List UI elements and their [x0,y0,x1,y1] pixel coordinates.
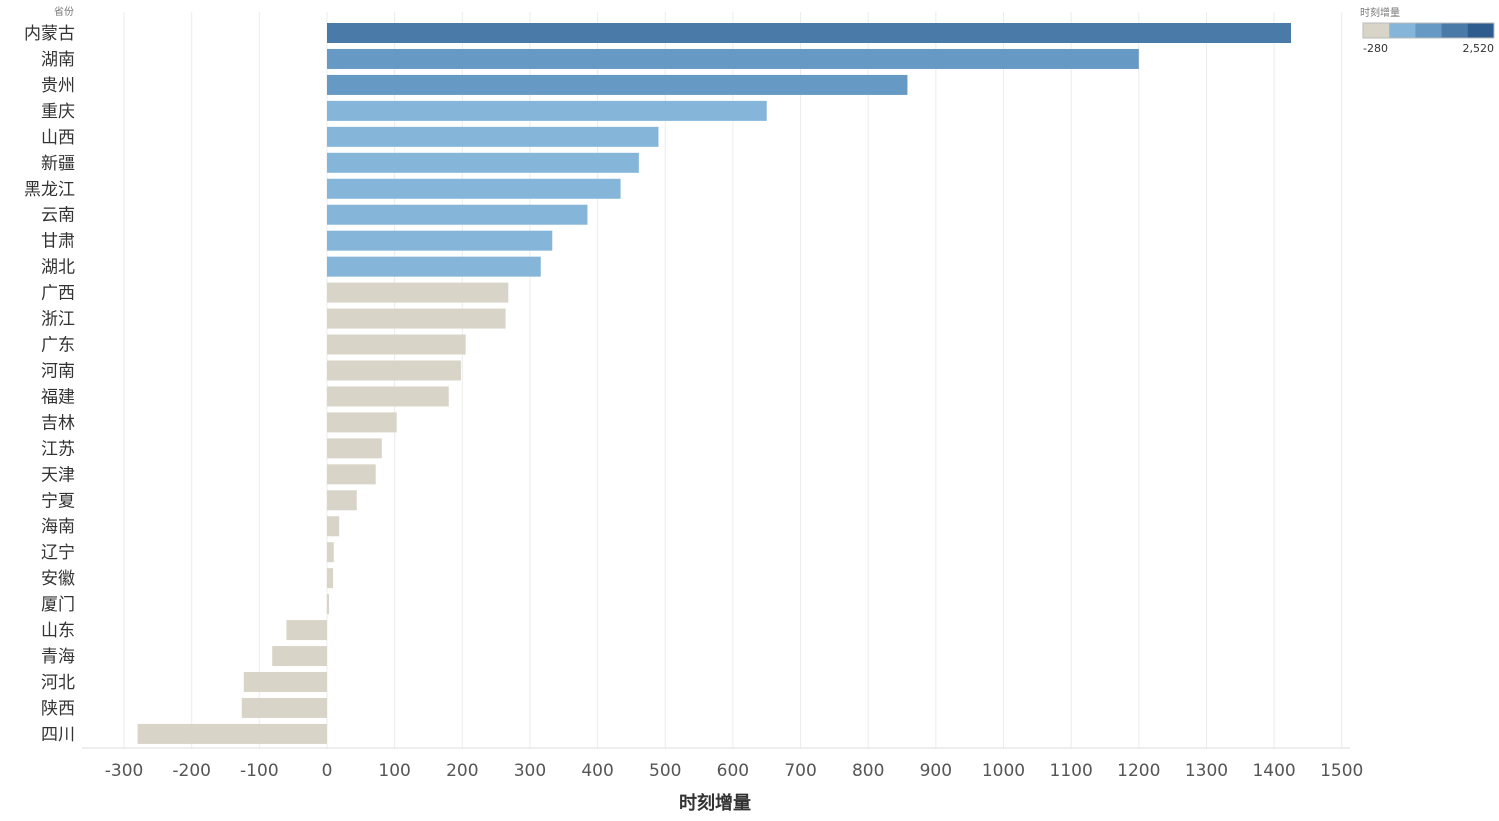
x-tick-label: 1000 [982,761,1025,781]
color-legend: 时刻增量 -280 2,520 [1360,6,1495,55]
legend-swatch [1467,23,1495,38]
bar [327,308,506,329]
category-label: 河南 [41,361,75,381]
category-label: 浙江 [41,310,75,330]
category-label: 海南 [41,517,75,537]
category-label: 山东 [41,621,75,641]
bar [137,723,327,744]
legend-title: 时刻增量 [1360,6,1400,19]
bar [327,48,1139,69]
bar [327,386,449,407]
legend-border [1362,22,1495,39]
category-label: 四川 [41,725,75,745]
bar [327,152,639,173]
category-label: 安徽 [41,569,75,589]
bar [327,178,621,199]
bar [327,23,1292,43]
bar [327,230,553,251]
bar [327,412,397,433]
bars [137,23,1292,744]
legend-max-label: 2,520 [1463,42,1495,55]
category-label: 福建 [41,387,75,407]
category-label: 新疆 [41,154,75,174]
bar [327,542,334,563]
category-label: 河北 [41,673,75,693]
category-label: 云南 [41,206,75,226]
bar [327,256,541,277]
category-label: 重庆 [41,102,75,122]
legend-swatch [1363,23,1390,38]
category-label: 山西 [41,128,75,148]
x-tick-label: 600 [717,761,749,781]
bar [327,360,461,381]
x-tick-label: 1200 [1117,761,1160,781]
bar [327,568,334,589]
legend-swatches [1362,22,1495,39]
x-tick-label: 0 [322,761,333,781]
x-tick-label: 1300 [1185,761,1228,781]
category-label: 宁夏 [41,491,75,511]
category-label: 湖南 [41,50,75,70]
bar [327,204,588,225]
category-label: 厦门 [41,595,75,615]
x-tick-label: 800 [852,761,884,781]
category-labels: 内蒙古湖南贵州重庆山西新疆黑龙江云南甘肃湖北广西浙江广东河南福建吉林江苏天津宁夏… [24,24,75,745]
bar [272,646,327,667]
category-label: 广西 [41,284,75,304]
x-tick-label: 300 [514,761,546,781]
x-tick-label: -100 [240,761,279,781]
row-header: 省份 [54,5,74,18]
x-tick-label: 900 [920,761,952,781]
x-tick-label: 1100 [1050,761,1093,781]
category-label: 广东 [41,336,75,356]
category-label: 天津 [41,465,75,485]
bar [327,516,340,537]
bar [327,438,382,459]
category-label: 甘肃 [41,232,75,252]
x-tick-label: 100 [378,761,410,781]
bar [327,282,509,303]
x-tick-labels: -300 -200 -100 0 100 200 300 400 500 600 700 800 900… [105,761,1364,781]
bar [286,620,327,641]
category-label: 江苏 [41,439,75,459]
category-label: 陕西 [41,699,75,719]
bar [327,490,357,511]
legend-swatch [1389,23,1416,38]
category-label: 内蒙古 [24,24,75,44]
x-tick-label: 400 [581,761,613,781]
x-tick-label: -300 [105,761,144,781]
legend-swatch [1415,23,1443,38]
bar [243,672,327,692]
x-tick-label: -200 [172,761,211,781]
x-tick-label: 700 [784,761,816,781]
bar [327,594,330,615]
category-label: 青海 [41,647,75,667]
bar [327,464,376,485]
category-label: 辽宁 [41,543,75,563]
x-tick-label: 200 [446,761,478,781]
bar [327,334,466,355]
x-tick-label: 1500 [1320,761,1363,781]
bar [327,74,908,95]
category-label: 黑龙江 [24,180,75,200]
category-label: 贵州 [41,76,75,96]
category-label: 湖北 [41,258,75,278]
legend-swatch [1441,23,1469,38]
x-axis-title: 时刻增量 [679,792,751,814]
category-label: 吉林 [41,413,75,433]
bar [327,100,767,121]
bar [327,126,659,147]
bar [241,697,327,718]
x-tick-label: 1400 [1252,761,1295,781]
legend-min-label: -280 [1363,42,1388,55]
x-tick-label: 500 [649,761,681,781]
